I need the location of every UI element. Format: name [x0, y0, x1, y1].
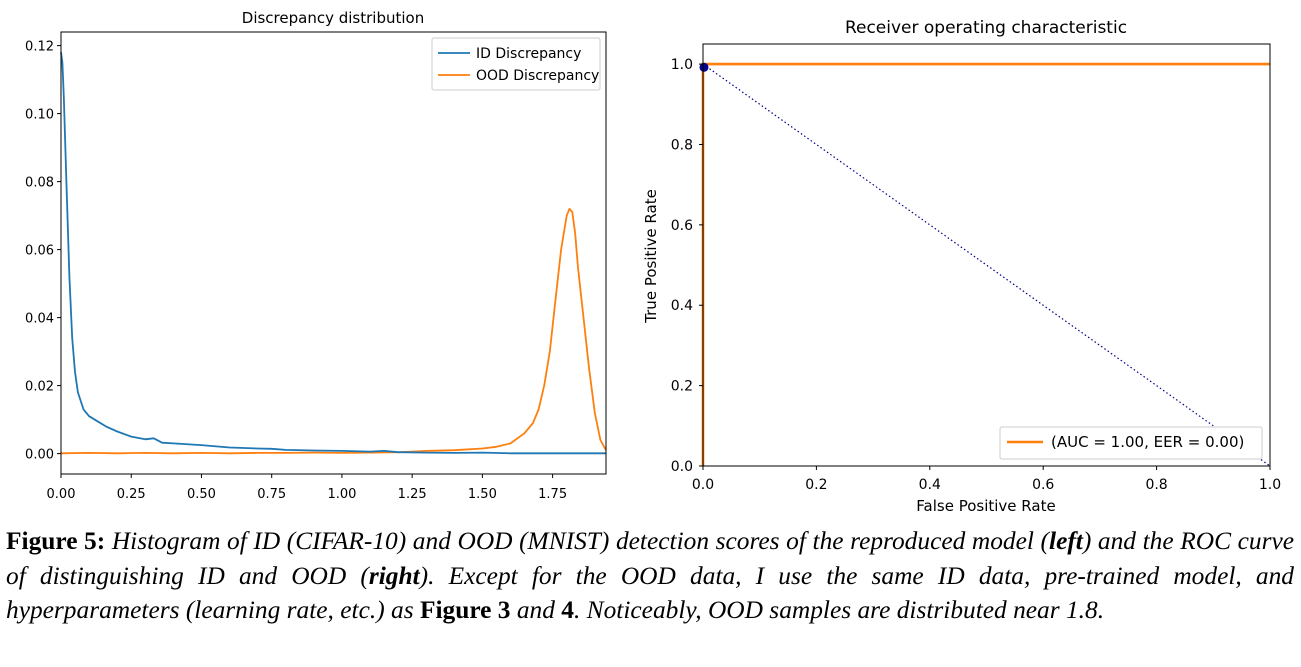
caption-label: Figure 5:: [6, 527, 106, 555]
caption-part2: ) and the ROC curve of distinguishing ID…: [6, 527, 1294, 590]
histogram-title: Discrepancy distribution: [242, 9, 424, 27]
histogram-y-tick-label: 0.12: [25, 40, 54, 55]
roc-y-tick-label: 0.2: [671, 379, 693, 395]
histogram-x-tick-label: 1.00: [327, 487, 356, 502]
histogram-series-ood-line: [60, 207, 607, 455]
roc-title: Receiver operating characteristic: [845, 18, 1127, 38]
caption-part4: . Noticeably, OOD samples are distribute…: [573, 596, 1105, 624]
histogram-axes-frame: [60, 31, 607, 475]
roc-x-axis: 0.0 0.2 0.4 0.6 0.8 1.0: [692, 466, 1281, 493]
histogram-x-axis: 0.00 0.25 0.50 0.75 1.00 1.25 1.50 1.75: [47, 474, 567, 502]
roc-x-tick-label: 0.6: [1032, 477, 1054, 493]
caption-left: left: [1049, 527, 1083, 555]
histogram-y-tick-label: 0.06: [25, 244, 54, 259]
caption-figure4-ref: 4: [561, 596, 574, 624]
roc-x-tick-label: 1.0: [1259, 477, 1281, 493]
roc-y-axis: 0.0 0.2 0.4 0.6 0.8 1.0: [671, 57, 703, 475]
roc-y-tick-label: 0.0: [671, 459, 693, 475]
roc-legend: (AUC = 1.00, EER = 0.00): [999, 426, 1263, 460]
histogram-y-tick-label: 0.10: [25, 108, 54, 123]
histogram-y-tick-label: 0.00: [25, 448, 54, 463]
roc-legend-label: (AUC = 1.00, EER = 0.00): [1051, 433, 1244, 451]
legend-label-ood: OOD Discrepancy: [476, 68, 599, 84]
histogram-x-tick-label: 0.00: [47, 487, 76, 502]
caption-right: right: [368, 561, 420, 590]
roc-y-tick-label: 0.6: [671, 218, 693, 234]
histogram-y-tick-label: 0.04: [25, 312, 54, 327]
roc-y-label: True Positive Rate: [642, 189, 660, 324]
roc-x-tick-label: 0.0: [692, 477, 714, 493]
histogram-x-tick-label: 1.25: [398, 487, 427, 502]
roc-x-tick-label: 0.4: [919, 477, 941, 493]
roc-eer-line: [702, 63, 1271, 467]
histogram-legend: ID Discrepancy OOD Discrepancy: [431, 37, 601, 91]
roc-y-tick-label: 0.4: [671, 298, 693, 314]
caption-part1: Histogram of ID (CIFAR-10) and OOD (MNIS…: [111, 527, 1050, 555]
caption-part3: ). Except for the OOD data, I use the sa…: [6, 561, 1295, 625]
histogram-legend-box: [431, 37, 601, 91]
caption-and: and: [516, 596, 555, 624]
roc-x-tick-label: 0.2: [805, 477, 827, 493]
roc-plot-area: [699, 62, 1271, 467]
histogram-x-tick-label: 0.25: [117, 487, 146, 502]
roc-chart: Receiver operating characteristic 0.0 0.2…: [642, 18, 1281, 515]
figure: Discrepancy distribution 0.00 0.25 0.50 0.7…: [25, 9, 1281, 515]
histogram-x-tick-label: 0.75: [257, 487, 286, 502]
histogram-series-id-line: [60, 52, 606, 455]
caption-figure3-ref: Figure 3: [419, 596, 511, 624]
roc-axes-frame: [702, 43, 1271, 467]
histogram-x-tick-label: 1.75: [538, 487, 567, 502]
roc-eer-point: [699, 62, 709, 72]
histogram-plot-area: [60, 52, 607, 455]
histogram-x-tick-label: 0.50: [187, 487, 216, 502]
roc-y-tick-label: 1.0: [671, 57, 693, 73]
histogram-x-tick-label: 1.50: [468, 487, 497, 502]
histogram-chart: Discrepancy distribution 0.00 0.25 0.50 0.7…: [25, 9, 607, 502]
legend-label-id: ID Discrepancy: [476, 46, 581, 62]
roc-x-tick-label: 0.8: [1145, 477, 1167, 493]
histogram-y-axis: 0.00 0.02 0.04 0.06 0.08 0.10 0.12: [25, 40, 61, 463]
roc-legend-box: [999, 426, 1263, 460]
histogram-y-tick-label: 0.08: [25, 176, 54, 191]
roc-y-tick-label: 0.8: [671, 137, 693, 153]
roc-x-label: False Positive Rate: [916, 497, 1055, 515]
figure-caption: Figure 5: Histogram of ID (CIFAR-10) and…: [6, 524, 1294, 628]
histogram-y-tick-label: 0.02: [25, 380, 54, 395]
